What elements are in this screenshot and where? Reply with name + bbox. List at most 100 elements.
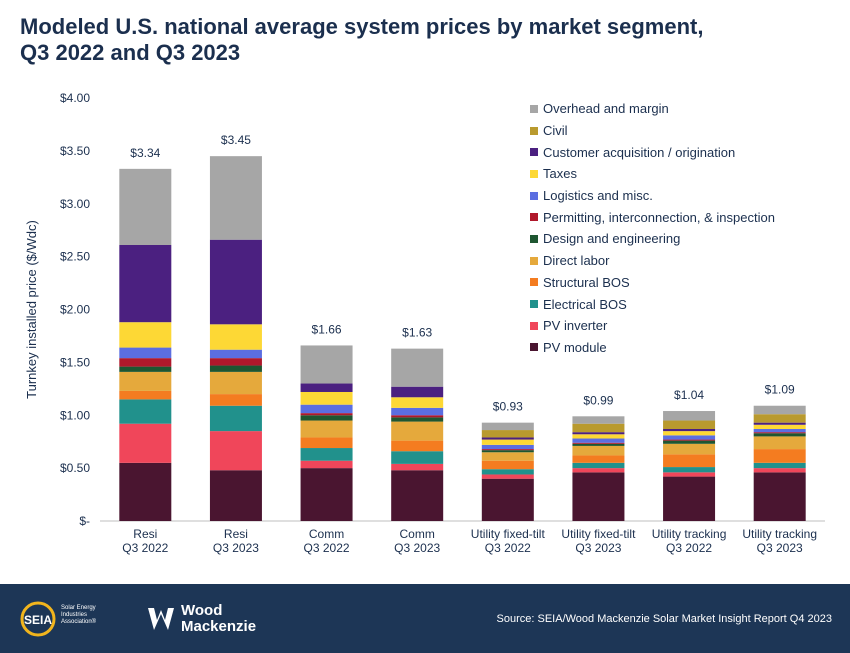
bar-segment-logistics-and-misc [300,404,353,414]
bar-segment-structural-bos [300,437,353,449]
y-tick-label: $4.00 [60,91,90,105]
bar-segment-pv-module [481,478,534,521]
bar-segment-design-and-engineering [391,417,444,422]
bar-segment-pv-module [209,470,262,521]
bar-segment-logistics-and-misc [119,347,172,359]
y-tick-label: $2.50 [60,250,90,264]
legend-label: Permitting, interconnection, & inspectio… [543,209,775,225]
y-tick-label: $1.50 [60,355,90,369]
bar-segment-taxes [209,324,262,350]
bar-segment-design-and-engineering [753,433,806,437]
legend-item: PV module [530,337,775,359]
legend-swatch [530,321,538,330]
bar-segment-permitting-interconnection-inspection [572,442,625,444]
chart-legend: Overhead and margin Civil Customer acquisi… [530,98,775,358]
x-category-label: Comm [309,527,344,541]
bar-total-label: $1.04 [674,388,704,402]
bar-segment-logistics-and-misc [209,349,262,359]
footer: SEIA Solar Energy Industries Association… [0,584,850,653]
bar-segment-direct-labor [119,371,172,391]
y-tick-label: $1.00 [60,408,90,422]
bar-total-label: $3.45 [221,133,251,147]
bar-segment-structural-bos [753,449,806,463]
y-tick-label: $3.00 [60,197,90,211]
bar-segment-design-and-engineering [481,450,534,453]
y-axis-title: Turnkey installed price ($/Wdc) [24,220,39,399]
bar-segment-pv-module [119,462,172,521]
legend-label: Design and engineering [543,231,681,247]
wood-mackenzie-line1: Wood [181,602,223,619]
bar-segment-direct-labor [209,371,262,395]
bar-segment-design-and-engineering [572,443,625,446]
bar-total-label: $1.63 [402,326,432,340]
bar-segment-pv-inverter [481,474,534,479]
legend-item: Customer acquisition / origination [530,141,775,163]
bar-segment-civil [572,423,625,433]
legend-item: PV inverter [530,315,775,337]
bar-segment-customer-acquisition-origination [119,244,172,323]
bar-segment-electrical-bos [753,462,806,469]
bar-segment-pv-inverter [119,423,172,463]
x-category-label: Q3 2023 [394,541,440,555]
bar-segment-overhead-and-margin [481,422,534,431]
bar-segment-taxes [119,322,172,348]
bar-segment-taxes [300,391,353,405]
bar-segment-customer-acquisition-origination [209,239,262,325]
bar-segment-pv-inverter [209,431,262,471]
bar-total-label: $1.09 [765,383,795,397]
bar-segment-design-and-engineering [209,365,262,372]
bar-segment-electrical-bos [663,467,716,473]
x-category-label: Q3 2022 [485,541,531,555]
bar-segment-customer-acquisition-origination [572,432,625,435]
bar-segment-permitting-interconnection-inspection [481,449,534,451]
x-category-label: Q3 2022 [304,541,350,555]
legend-swatch [530,234,538,243]
bar-segment-electrical-bos [300,448,353,461]
bar-segment-overhead-and-margin [572,416,625,424]
bar-segment-direct-labor [572,445,625,456]
legend-label: Direct labor [543,253,610,269]
y-tick-label: $2.00 [60,303,90,317]
legend-swatch [530,213,538,222]
bar-total-label: $1.66 [312,322,342,336]
x-category-label: Q3 2023 [213,541,259,555]
bar-segment-permitting-interconnection-inspection [753,432,806,434]
y-tick-label: $0.50 [60,461,90,475]
x-category-label: Utility tracking [652,527,727,541]
legend-label: Overhead and margin [543,101,669,117]
bar-segment-structural-bos [572,455,625,463]
x-category-label: Q3 2022 [122,541,168,555]
bar-segment-design-and-engineering [663,440,716,444]
legend-label: Customer acquisition / origination [543,144,736,160]
legend-item: Overhead and margin [530,98,775,120]
x-category-label: Resi [224,527,248,541]
bar-segment-structural-bos [119,390,172,400]
bar-segment-civil [663,420,716,429]
legend-label: Taxes [543,166,577,182]
bar-segment-permitting-interconnection-inspection [119,358,172,367]
bar-segment-taxes [391,397,444,408]
legend-label: Civil [543,123,568,139]
legend-item: Direct labor [530,250,775,272]
legend-item: Logistics and misc. [530,185,775,207]
x-category-label: Q3 2023 [757,541,803,555]
bar-segment-overhead-and-margin [209,156,262,240]
legend-item: Civil [530,120,775,142]
bar-segment-electrical-bos [209,405,262,432]
bar-segment-electrical-bos [572,462,625,469]
bar-segment-logistics-and-misc [572,438,625,443]
legend-label: PV inverter [543,318,608,334]
bar-segment-design-and-engineering [300,415,353,421]
legend-swatch [530,256,538,265]
bar-segment-logistics-and-misc [391,407,444,416]
x-category-label: Utility fixed-tilt [561,527,636,541]
bar-segment-pv-inverter [663,472,716,477]
bar-segment-direct-labor [481,452,534,461]
bar-segment-electrical-bos [391,451,444,464]
legend-item: Design and engineering [530,228,775,250]
seia-logo-icon: SEIA [20,601,56,637]
legend-item: Permitting, interconnection, & inspectio… [530,206,775,228]
bar-segment-electrical-bos [119,399,172,424]
bar-segment-civil [481,430,534,438]
bar-segment-permitting-interconnection-inspection [391,415,444,418]
